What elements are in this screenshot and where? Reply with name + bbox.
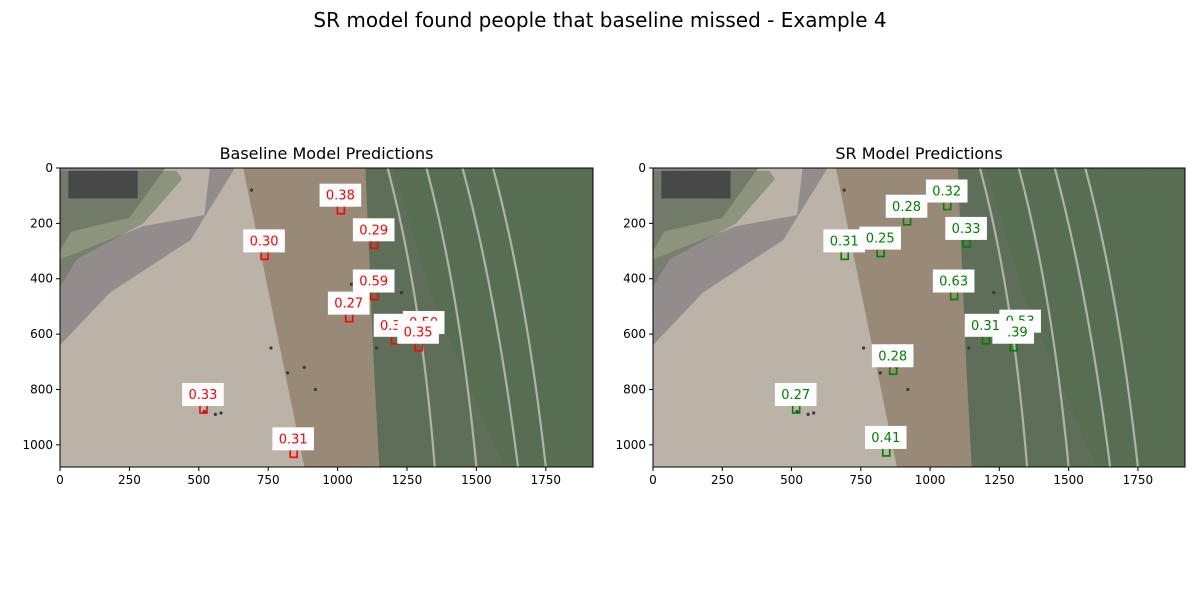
sr-label-bg xyxy=(864,425,907,449)
sr-detection-score: 0.63 xyxy=(939,275,968,290)
sr-detection: 0.27 xyxy=(774,383,817,414)
baseline-label-bg xyxy=(182,383,224,407)
baseline-ytick-label: 1000 xyxy=(22,438,53,452)
sr-xtick-label: 250 xyxy=(711,473,734,487)
baseline-detection-score: 0.27 xyxy=(334,297,363,312)
sr-detection-score: 0.33 xyxy=(952,222,981,237)
sr-detection-score: 0.32 xyxy=(932,185,961,200)
baseline-detection: 0.29 xyxy=(352,218,395,250)
sr-detection: 0.31 xyxy=(964,313,1007,345)
baseline-ytick-label: 200 xyxy=(30,216,53,230)
baseline-label-bg xyxy=(319,183,362,207)
baseline-label-bg xyxy=(352,269,395,293)
sr-detection-score: 0.31 xyxy=(971,319,1000,334)
baseline-label-bg xyxy=(327,291,370,315)
sr-xtick-label: 0 xyxy=(649,473,657,487)
sr-xtick-label: 750 xyxy=(849,473,872,487)
sr-xtick-label: 1750 xyxy=(1123,473,1154,487)
baseline-xtick-label: 500 xyxy=(187,473,210,487)
sr-label-bg xyxy=(774,383,817,407)
photo-grain xyxy=(60,168,593,467)
baseline-ytick-label: 600 xyxy=(30,327,53,341)
sr-detection-score: 0.28 xyxy=(878,349,907,364)
baseline-label-bg xyxy=(272,427,314,451)
baseline-panel-title: Baseline Model Predictions xyxy=(220,144,434,163)
baseline-detection: 0.59 xyxy=(352,269,395,301)
baseline-detection-score: 0.30 xyxy=(250,234,279,249)
baseline-detection-score: 0.35 xyxy=(404,326,433,341)
baseline-axes-frame xyxy=(59,167,594,468)
baseline-detection: 0.33 xyxy=(182,383,224,414)
baseline-xtick-label: 0 xyxy=(56,473,64,487)
sr-ytick-label: 0 xyxy=(638,161,646,175)
baseline-xtick-label: 1750 xyxy=(531,473,562,487)
baseline-detection: 0.30 xyxy=(243,229,285,261)
baseline-xtick-label: 750 xyxy=(257,473,280,487)
sr-detection-score: 0.27 xyxy=(781,388,810,403)
baseline-label-bg xyxy=(243,229,285,253)
sr-detection-score: 0.25 xyxy=(866,232,895,247)
baseline-beach-photo xyxy=(60,168,593,467)
photo-grain xyxy=(653,168,1185,467)
sr-label-bg xyxy=(871,344,914,368)
sr-detection-score: 0.28 xyxy=(892,200,921,215)
sr-ytick-label: 1000 xyxy=(615,438,646,452)
sr-label-bg xyxy=(964,313,1007,337)
sr-detection: 0.25 xyxy=(859,226,902,258)
sr-ytick-label: 800 xyxy=(623,382,646,396)
baseline-detection: 0.35 xyxy=(397,320,439,352)
baseline-xtick-label: 250 xyxy=(118,473,141,487)
sr-detection: 0.32 xyxy=(925,179,968,211)
baseline-detection: 0.38 xyxy=(319,183,362,215)
baseline-detection-score: 0.38 xyxy=(326,189,355,204)
sr-detection: 0.33 xyxy=(945,216,987,248)
sr-detection: 0.28 xyxy=(885,194,928,226)
baseline-ytick-label: 0 xyxy=(45,161,53,175)
baseline-detection-score: 0.31 xyxy=(279,432,308,447)
baseline-panel: 0.380.300.290.590.270.300.500.350.330.31… xyxy=(22,144,594,487)
sr-label-bg xyxy=(859,226,902,250)
sr-detection: 0.31 xyxy=(823,229,865,261)
sr-detection-score: 0.31 xyxy=(830,234,859,249)
baseline-xtick-label: 1500 xyxy=(461,473,492,487)
sr-label-bg xyxy=(925,179,968,203)
baseline-xtick-label: 1250 xyxy=(392,473,423,487)
sr-detection: 0.41 xyxy=(864,425,907,457)
sr-detection-score: 0.41 xyxy=(871,431,900,446)
sr-label-bg xyxy=(932,269,975,293)
baseline-ytick-label: 800 xyxy=(30,382,53,396)
sr-panel: 0.320.280.330.310.250.630.530.390.310.28… xyxy=(615,144,1186,487)
sr-ytick-label: 200 xyxy=(623,216,646,230)
sr-xtick-label: 1250 xyxy=(984,473,1015,487)
sr-ytick-label: 600 xyxy=(623,327,646,341)
sr-label-bg xyxy=(823,229,865,253)
sr-detection: 0.28 xyxy=(871,344,914,376)
sr-xtick-label: 1500 xyxy=(1053,473,1084,487)
sr-ytick-label: 400 xyxy=(623,272,646,286)
baseline-detection: 0.31 xyxy=(272,427,314,459)
baseline-xtick-label: 1000 xyxy=(322,473,353,487)
sr-label-bg xyxy=(945,216,987,240)
sr-detection: 0.63 xyxy=(932,269,975,301)
baseline-label-bg xyxy=(397,320,439,344)
sr-beach-photo xyxy=(653,168,1185,467)
sr-panel-title: SR Model Predictions xyxy=(835,144,1002,163)
sr-xtick-label: 500 xyxy=(780,473,803,487)
sr-label-bg xyxy=(885,194,928,218)
figure-title: SR model found people that baseline miss… xyxy=(313,8,887,32)
baseline-label-bg xyxy=(352,218,395,242)
baseline-detection: 0.27 xyxy=(327,291,370,323)
baseline-detection-score: 0.29 xyxy=(359,223,388,238)
sr-xtick-label: 1000 xyxy=(915,473,946,487)
baseline-ytick-label: 400 xyxy=(30,272,53,286)
baseline-detection-score: 0.59 xyxy=(359,275,388,290)
baseline-detection-score: 0.33 xyxy=(188,388,217,403)
sr-axes-frame xyxy=(652,167,1186,468)
